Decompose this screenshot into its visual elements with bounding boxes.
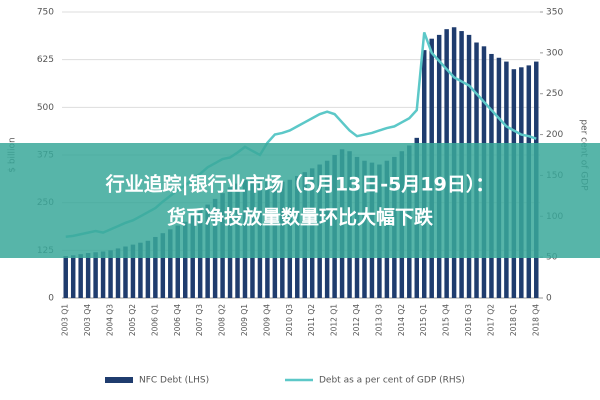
bar <box>70 255 76 298</box>
y-tick-label: 625 <box>37 55 54 65</box>
x-tick-label: 2010 Q3 <box>285 304 294 336</box>
legend-label: NFC Debt (LHS) <box>139 376 209 386</box>
x-tick-label: 2003 Q1 <box>61 304 70 336</box>
x-tick-label: 2013 Q3 <box>374 304 383 336</box>
bar <box>160 233 166 298</box>
x-tick-label: 2006 Q4 <box>173 304 182 336</box>
y2-tick-label: 300 <box>546 48 563 58</box>
x-tick-label: 2004 Q3 <box>106 304 115 336</box>
x-tick-label: 2015 Q1 <box>419 304 428 336</box>
bar <box>168 229 173 298</box>
bar <box>182 221 188 298</box>
bar <box>115 248 121 298</box>
bar <box>145 240 151 298</box>
bar <box>93 252 98 298</box>
y-tick-label: 750 <box>37 8 54 18</box>
y-tick-label: 500 <box>37 103 54 113</box>
y2-tick-label: 350 <box>546 8 563 18</box>
y2-tick-label: 250 <box>546 89 563 99</box>
x-tick-label: 2015 Q4 <box>442 304 451 336</box>
bar <box>100 251 106 298</box>
x-tick-label: 2009 Q1 <box>240 304 249 336</box>
x-tick-label: 2018 Q4 <box>531 304 540 336</box>
x-tick-label: 2011 Q2 <box>307 304 316 336</box>
x-tick-label: 2005 Q2 <box>128 304 137 336</box>
bar <box>63 256 68 298</box>
bar <box>130 244 136 298</box>
x-tick-label: 2014 Q2 <box>397 304 406 336</box>
x-tick-label: 2016 Q3 <box>464 304 473 336</box>
x-tick-label: 2003 Q4 <box>83 304 92 336</box>
y-tick-label: 0 <box>48 294 54 304</box>
bar <box>85 253 91 298</box>
y2-tick-label: 0 <box>546 294 552 304</box>
x-tick-label: 2017 Q2 <box>486 304 495 336</box>
banner-line: 行业追踪|银行业市场（5月13日-5月19日）： <box>105 173 495 196</box>
x-tick-label: 2006 Q1 <box>150 304 159 336</box>
banner-line: 货币净投放量数量环比大幅下跌 <box>167 206 434 229</box>
bar <box>123 246 128 298</box>
x-tick-label: 2018 Q1 <box>509 304 518 336</box>
banner: 行业追踪|银行业市场（5月13日-5月19日）： 货币净投放量数量环比大幅下跌 <box>0 143 600 258</box>
bar <box>78 254 83 298</box>
bar <box>153 236 158 298</box>
x-tick-label: 2012 Q1 <box>330 304 339 336</box>
x-tick-label: 2012 Q4 <box>352 304 361 336</box>
bar <box>108 250 113 298</box>
x-tick-label: 2007 Q3 <box>195 304 204 336</box>
x-tick-label: 2008 Q2 <box>218 304 227 336</box>
bar <box>138 242 143 298</box>
banner-background <box>0 143 600 258</box>
legend-swatch <box>105 377 133 383</box>
legend-label: Debt as a per cent of GDP (RHS) <box>319 376 465 386</box>
bar <box>175 225 181 298</box>
x-tick-label: 2009 Q4 <box>262 304 271 336</box>
y2-tick-label: 200 <box>546 130 563 140</box>
